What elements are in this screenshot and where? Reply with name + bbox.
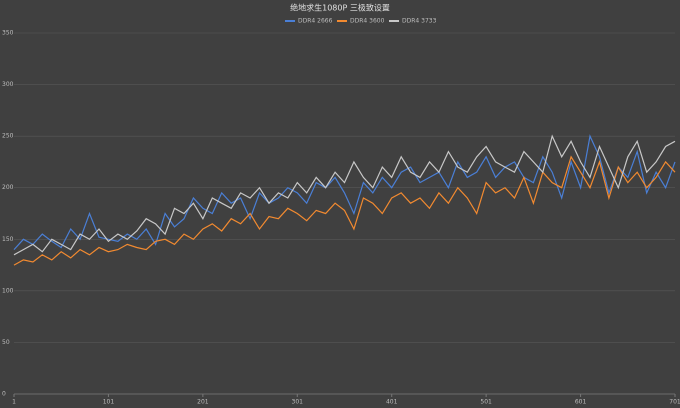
series-line xyxy=(13,155,676,266)
y-tick-label: 200 xyxy=(2,184,14,191)
y-tick-label: 50 xyxy=(2,339,10,346)
y-tick-label: 0 xyxy=(2,391,6,398)
y-tick-label: 100 xyxy=(2,287,14,294)
chart-title: 绝地求生1080P 三极致设置 xyxy=(290,3,390,13)
x-tick-label: 301 xyxy=(292,399,304,406)
x-tick-label: 101 xyxy=(103,399,115,406)
x-tick-label: 601 xyxy=(575,399,587,406)
x-tick-label: 701 xyxy=(669,399,680,406)
series-line xyxy=(13,134,676,256)
x-tick-label: 501 xyxy=(480,399,492,406)
legend-label: DDR4 3733 xyxy=(402,18,437,25)
x-tick-label: 201 xyxy=(197,399,209,406)
y-tick-label: 150 xyxy=(2,236,14,243)
series-line xyxy=(13,134,676,251)
y-tick-label: 350 xyxy=(2,30,14,37)
legend-label: DDR4 2666 xyxy=(298,18,333,25)
y-tick-label: 300 xyxy=(2,81,14,88)
x-tick-label: 401 xyxy=(386,399,398,406)
legend-label: DDR4 3600 xyxy=(350,18,385,25)
y-tick-label: 250 xyxy=(2,133,14,140)
x-tick-label: 1 xyxy=(12,399,16,406)
